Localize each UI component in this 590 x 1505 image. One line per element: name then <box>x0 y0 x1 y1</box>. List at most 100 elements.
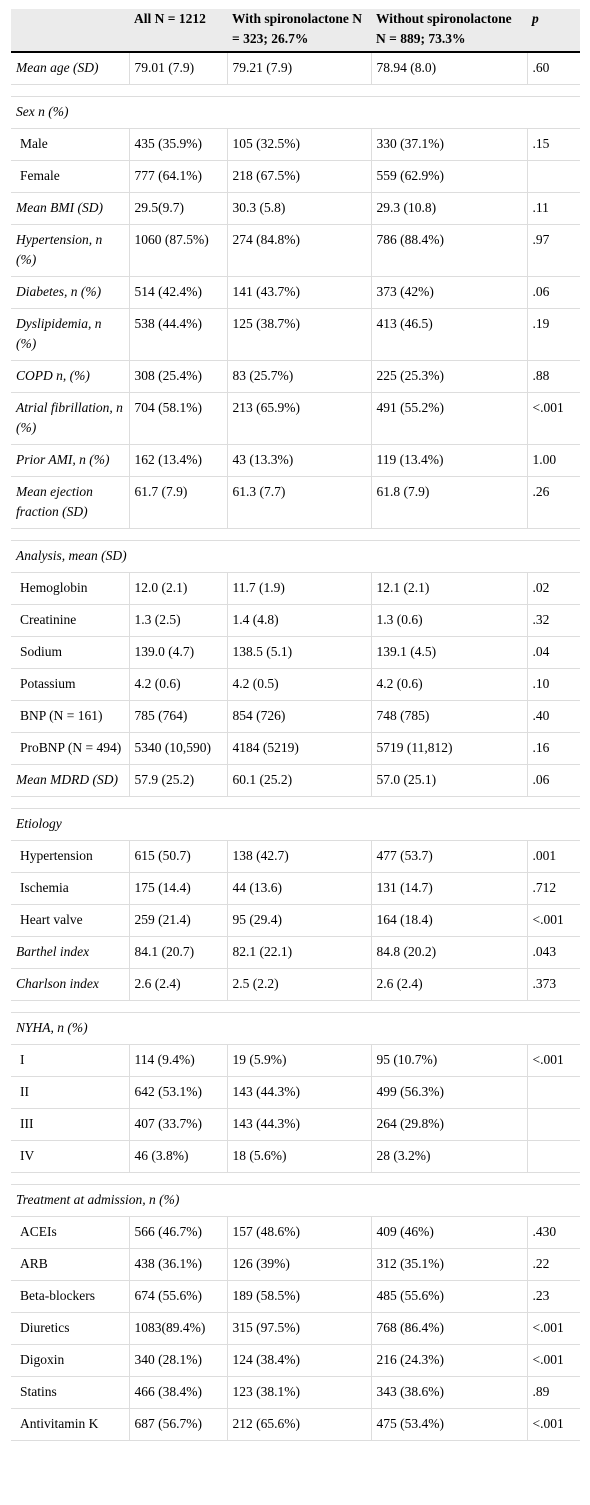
row-label: Creatinine <box>11 604 129 637</box>
cell: 785 (764) <box>128 700 227 733</box>
row-label: Statins <box>11 1376 129 1409</box>
table-row: ProBNP (N = 494) 5340 (10,590) 4184 (5219)… <box>11 732 580 765</box>
cell: .043 <box>526 936 580 969</box>
row-label: Male <box>11 128 129 161</box>
table-row: Statins 466 (38.4%) 123 (38.1%) 343 (38.6%)… <box>11 1376 580 1409</box>
spacer-row <box>11 1000 580 1013</box>
cell: 157 (48.6%) <box>226 1216 371 1249</box>
cell: 126 (39%) <box>226 1248 371 1281</box>
cell: .97 <box>526 224 580 277</box>
cell: 60.1 (25.2) <box>226 764 371 797</box>
cell: 485 (55.6%) <box>370 1280 527 1313</box>
table-row: Atrial fibrillation, n (%) 704 (58.1%) 213… <box>11 392 580 445</box>
table-row: Mean age (SD) 79.01 (7.9) 79.21 (7.9) 78.94… <box>11 52 580 85</box>
cell: .22 <box>526 1248 580 1281</box>
cell: .10 <box>526 668 580 701</box>
row-label: Diabetes, n (%) <box>11 276 129 309</box>
row-label: I <box>11 1044 129 1077</box>
cell: 29.5(9.7) <box>128 192 227 225</box>
cell: 5340 (10,590) <box>128 732 227 765</box>
section-title: Treatment at admission, n (%) <box>11 1184 580 1217</box>
cell: <.001 <box>526 1312 580 1345</box>
row-label: Sodium <box>11 636 129 669</box>
cell: 559 (62.9%) <box>370 160 527 193</box>
cell: 514 (42.4%) <box>128 276 227 309</box>
cell: 123 (38.1%) <box>226 1376 371 1409</box>
row-label: IV <box>11 1140 129 1173</box>
spacer <box>11 796 580 809</box>
spacer-row <box>11 1172 580 1185</box>
cell: 704 (58.1%) <box>128 392 227 445</box>
cell <box>526 1076 580 1109</box>
header-cell: With spironolactone N = 323; 26.7% <box>227 9 371 53</box>
cell: .11 <box>526 192 580 225</box>
table-row: Hypertension 615 (50.7) 138 (42.7) 477 (53.… <box>11 840 580 873</box>
row-label: Hypertension, n (%) <box>11 224 129 277</box>
cell: 259 (21.4) <box>128 904 227 937</box>
cell: .88 <box>526 360 580 393</box>
spacer <box>11 1172 580 1185</box>
cell: 61.3 (7.7) <box>226 476 371 529</box>
cell: 57.9 (25.2) <box>128 764 227 797</box>
cell: 1083(89.4%) <box>128 1312 227 1345</box>
cell: 5719 (11,812) <box>370 732 527 765</box>
table-row: BNP (N = 161) 785 (764) 854 (726) 748 (785)… <box>11 700 580 733</box>
cell: .89 <box>526 1376 580 1409</box>
cell: 566 (46.7%) <box>128 1216 227 1249</box>
cell: .712 <box>526 872 580 905</box>
cell: 777 (64.1%) <box>128 160 227 193</box>
cell: 491 (55.2%) <box>370 392 527 445</box>
row-label: Female <box>11 160 129 193</box>
cell: .02 <box>526 572 580 605</box>
cell: 343 (38.6%) <box>370 1376 527 1409</box>
row-label: ACEIs <box>11 1216 129 1249</box>
cell: 139.1 (4.5) <box>370 636 527 669</box>
header-cell: p <box>527 9 580 53</box>
row-label: Potassium <box>11 668 129 701</box>
spacer-row <box>11 528 580 541</box>
cell: <.001 <box>526 1408 580 1441</box>
row-label: Beta-blockers <box>11 1280 129 1313</box>
row-label: Hypertension <box>11 840 129 873</box>
spacer-row <box>11 84 580 97</box>
row-label: COPD n, (%) <box>11 360 129 393</box>
row-label: Charlson index <box>11 968 129 1001</box>
cell: 28 (3.2%) <box>370 1140 527 1173</box>
table-row: I 114 (9.4%) 19 (5.9%) 95 (10.7%) <.001 <box>11 1044 580 1077</box>
cell: 189 (58.5%) <box>226 1280 371 1313</box>
cell: 407 (33.7%) <box>128 1108 227 1141</box>
cell: 119 (13.4%) <box>370 444 527 477</box>
table-row: ACEIs 566 (46.7%) 157 (48.6%) 409 (46%) .430 <box>11 1216 580 1249</box>
section-title: Analysis, mean (SD) <box>11 540 580 573</box>
cell: 4184 (5219) <box>226 732 371 765</box>
row-label: Digoxin <box>11 1344 129 1377</box>
cell: 1060 (87.5%) <box>128 224 227 277</box>
cell: 79.01 (7.9) <box>128 52 227 85</box>
cell: 1.3 (0.6) <box>370 604 527 637</box>
table-row: Male 435 (35.9%) 105 (32.5%) 330 (37.1%) .15 <box>11 128 580 161</box>
cell: 264 (29.8%) <box>370 1108 527 1141</box>
table-row: Charlson index 2.6 (2.4) 2.5 (2.2) 2.6 (2.4… <box>11 968 580 1001</box>
cell: 138.5 (5.1) <box>226 636 371 669</box>
cell: 674 (55.6%) <box>128 1280 227 1313</box>
cell: .06 <box>526 276 580 309</box>
cell: .001 <box>526 840 580 873</box>
row-label: Mean BMI (SD) <box>11 192 129 225</box>
cell: .32 <box>526 604 580 637</box>
header-row: All N = 1212 With spironolactone N = 323;… <box>11 9 580 53</box>
cell: 2.6 (2.4) <box>128 968 227 1001</box>
cell: <.001 <box>526 1044 580 1077</box>
cell: 138 (42.7) <box>226 840 371 873</box>
cell: 11.7 (1.9) <box>226 572 371 605</box>
cell: 141 (43.7%) <box>226 276 371 309</box>
row-label: Mean ejection fraction (SD) <box>11 476 129 529</box>
table-row: COPD n, (%) 308 (25.4%) 83 (25.7%) 225 (25.… <box>11 360 580 393</box>
table-row: Ischemia 175 (14.4) 44 (13.6) 131 (14.7) .71… <box>11 872 580 905</box>
section-row: Sex n (%) <box>11 96 580 129</box>
table-row: Digoxin 340 (28.1%) 124 (38.4%) 216 (24.3%)… <box>11 1344 580 1377</box>
spacer-row <box>11 796 580 809</box>
cell: 83 (25.7%) <box>226 360 371 393</box>
cell: 499 (56.3%) <box>370 1076 527 1109</box>
cell: 1.4 (4.8) <box>226 604 371 637</box>
